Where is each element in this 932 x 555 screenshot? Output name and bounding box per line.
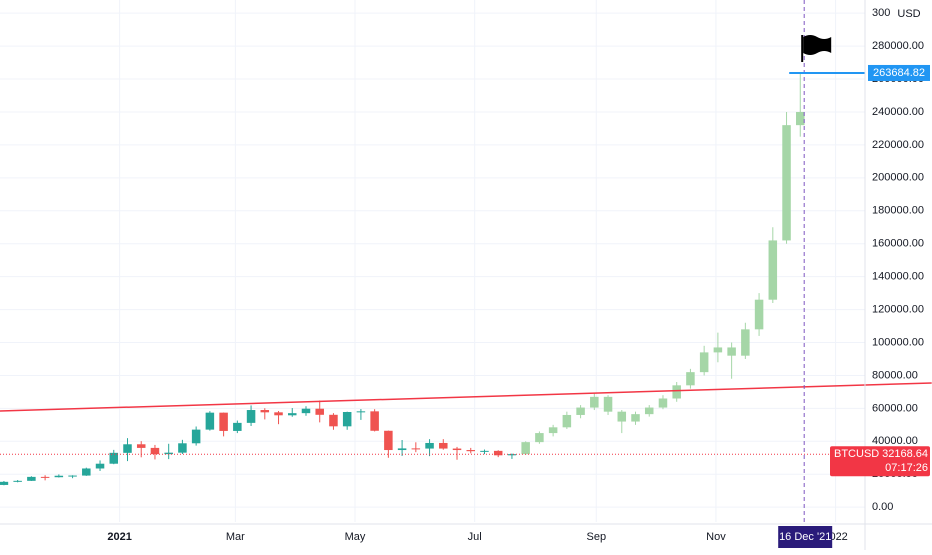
candle-body (27, 476, 36, 481)
candle-body (741, 329, 750, 356)
x-tick-label: Mar (226, 531, 245, 543)
candle-body (219, 412, 228, 431)
candle-body (315, 408, 324, 415)
price-label: 32168.64 (882, 448, 928, 460)
y-tick-label: 0.00 (872, 501, 893, 513)
candle-body (40, 476, 50, 478)
grid (0, 0, 865, 522)
candle-body (644, 407, 654, 415)
candle-body (699, 352, 709, 373)
candle-body (782, 125, 791, 241)
candle-body (631, 414, 640, 422)
candle-body (672, 385, 681, 399)
y-tick-label: 160000.00 (872, 238, 924, 250)
candle-body (191, 429, 201, 444)
price-label-box (830, 446, 930, 477)
candle-body (0, 481, 9, 485)
candle-body (82, 468, 91, 476)
y-tick-label: 280000.00 (872, 40, 924, 52)
candle-body (123, 444, 132, 453)
candle-body (370, 411, 379, 431)
flag (803, 35, 832, 55)
date-marker-label: 16 Dec '21 (779, 531, 831, 543)
candle-body (411, 448, 421, 450)
y-tick-label: 180000.00 (872, 205, 924, 217)
candle-body (686, 372, 695, 386)
x-tick-label: May (345, 531, 366, 543)
candle-body (164, 452, 173, 455)
candle-body (384, 430, 393, 451)
trend-line (0, 382, 932, 412)
candle-body (397, 448, 407, 451)
y-tick-label: 60000.00 (872, 402, 918, 414)
candle-body (356, 411, 366, 413)
y-tick-label: 220000.00 (872, 139, 924, 151)
candle-body (768, 240, 778, 300)
candle-body (136, 444, 146, 448)
candle-body (301, 408, 311, 414)
x-tick-label: Sep (586, 531, 606, 543)
price-symbol: BTCUSD (834, 448, 879, 460)
candle-body (439, 442, 448, 449)
candle-body (548, 427, 558, 434)
candle-body (521, 442, 530, 455)
y-tick-label: 80000.00 (872, 369, 918, 381)
currency-box (890, 6, 928, 22)
price-countdown: 07:17:26 (885, 462, 928, 474)
candle-body (603, 396, 613, 412)
candle-body (796, 111, 805, 126)
candle-body (150, 447, 160, 455)
candle-body (507, 454, 517, 456)
candle-body (617, 411, 627, 422)
candle-body (342, 412, 352, 427)
y-tick-label: 40000.00 (872, 435, 918, 447)
candle-body (205, 412, 215, 430)
candle-body (466, 450, 476, 452)
candle-body (329, 414, 338, 427)
candle-body (246, 410, 256, 423)
candle-body (727, 347, 736, 356)
candle-body (480, 450, 489, 452)
candle-body (287, 413, 297, 416)
candle-body (590, 396, 599, 408)
candle-body (576, 407, 585, 415)
candle-body (109, 452, 119, 464)
candle-body (713, 347, 723, 353)
candle-body (260, 410, 270, 413)
currency-label: USD (897, 8, 920, 20)
candle-body (754, 299, 764, 330)
y-tick-label: 100000.00 (872, 336, 924, 348)
y-tick-label: 200000.00 (872, 172, 924, 184)
candle-body (452, 448, 462, 451)
candle-body (233, 422, 242, 431)
y-tick-label: 120000.00 (872, 303, 924, 315)
target-label: 263684.82 (873, 67, 925, 79)
date-marker-box (778, 526, 833, 548)
y-tick-label: 140000.00 (872, 271, 924, 283)
candle-body (68, 475, 77, 477)
candle-body (178, 443, 187, 453)
candle-body (274, 412, 283, 416)
x-tick-label: 2021 (107, 531, 131, 543)
plot-area (0, 0, 932, 522)
candle-body (493, 450, 503, 456)
y-tick-label: 240000.00 (872, 106, 924, 118)
x-tick-label: Jul (468, 531, 482, 543)
target-label-box (868, 64, 930, 81)
candle-body (658, 398, 668, 408)
candle-body (95, 463, 105, 469)
candle-body (425, 442, 434, 449)
candle-body (54, 475, 64, 478)
candle-body (13, 480, 22, 482)
x-tick-label: Nov (706, 531, 726, 543)
candle-body (535, 433, 544, 443)
candle-body (562, 414, 572, 428)
